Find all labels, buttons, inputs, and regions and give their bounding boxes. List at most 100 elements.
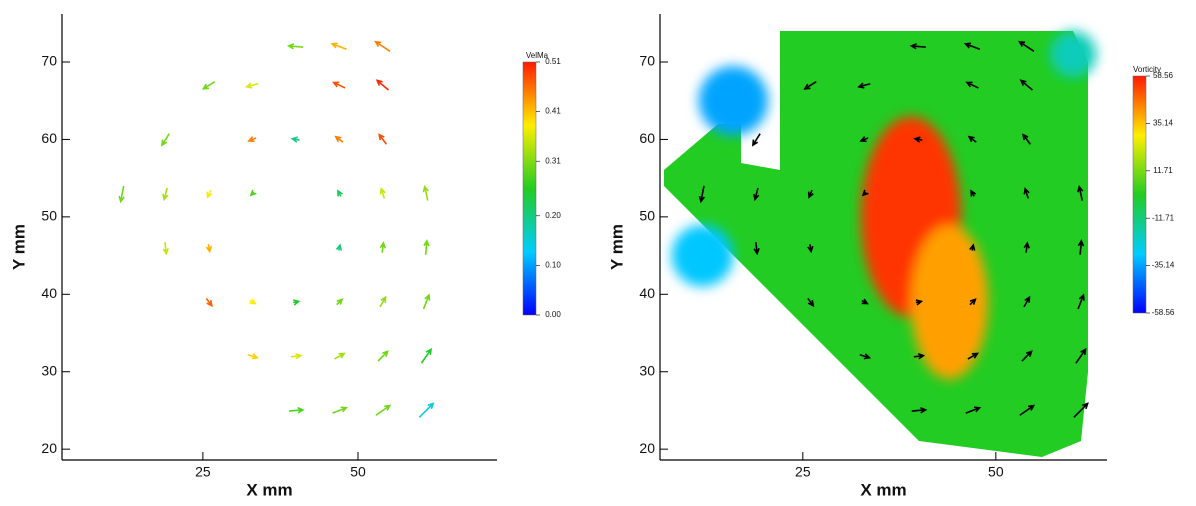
vector-arrow (423, 239, 430, 255)
vector-arrow (334, 352, 346, 360)
y-tick-label: 40 (41, 285, 57, 301)
vector-arrow (288, 407, 305, 414)
y-tick-label: 60 (639, 130, 655, 146)
vector-arrow (379, 187, 386, 199)
vector-arrow (336, 298, 344, 306)
vector-arrow (859, 136, 869, 143)
vector-arrow (375, 79, 390, 91)
vector-arrow (1023, 295, 1031, 308)
vector-arrow (913, 136, 923, 143)
vector-arrow (698, 185, 705, 204)
vector-arrow (249, 298, 257, 305)
vector-arrow (290, 136, 300, 143)
colorbar-tick-label: 0.20 (545, 211, 561, 220)
vector-arrow (913, 353, 926, 360)
vector-arrow (420, 347, 433, 364)
colorbar-tick-label: 35.14 (1153, 119, 1174, 128)
colorbar-tick-label: 0.31 (545, 156, 561, 165)
x-tick-label: 25 (195, 464, 211, 480)
vector-arrow (377, 350, 389, 362)
vector-arrow (379, 295, 387, 308)
colorbar-tick-label: 11.71 (1153, 166, 1173, 175)
vector-arrow (1023, 187, 1030, 199)
colorbar-tick-label: -58.56 (1152, 308, 1175, 317)
vector-arrow (330, 42, 347, 50)
vector-arrow (293, 299, 301, 306)
vector-arrow (911, 407, 928, 414)
vector-arrow (967, 135, 977, 143)
field (671, 31, 1097, 380)
vector-arrow (1023, 241, 1030, 253)
vector-arrow (249, 189, 257, 197)
vector-arrow (332, 81, 346, 89)
vector-arrow (751, 133, 761, 147)
y-tick-label: 20 (41, 440, 57, 456)
vector-arrow (332, 406, 348, 414)
vector-arrow (1021, 350, 1033, 362)
vector-arrow (247, 136, 257, 143)
vector-arrow (803, 80, 817, 90)
vector-arrow (807, 189, 814, 199)
vector-arrow (162, 187, 169, 202)
vector-arrow (1019, 79, 1033, 91)
colorbar (1132, 75, 1147, 314)
y-tick-label: 30 (41, 362, 57, 378)
vector-arrow (1077, 239, 1085, 255)
colorbar-tick-label: -35.14 (1152, 261, 1175, 270)
vector-arrow (205, 244, 213, 254)
vector-arrow (422, 184, 429, 201)
vector-arrow (807, 244, 814, 254)
vector-arrow (291, 353, 303, 360)
y-tick-label: 60 (41, 130, 57, 146)
x-axis-label: X mm (860, 480, 906, 499)
y-axis-label: Y mm (607, 224, 626, 270)
vector-arrow (963, 42, 981, 50)
vector-arrow (245, 82, 259, 89)
y-tick-label: 50 (639, 208, 655, 224)
y-tick-label: 20 (639, 440, 655, 456)
vector-arrow (375, 404, 392, 416)
vector-arrow (374, 40, 391, 52)
vector-arrow (201, 80, 216, 90)
x-tick-label: 25 (795, 464, 811, 480)
vector-arrow (965, 406, 982, 414)
vector-arrow (1077, 293, 1085, 310)
colorbar (522, 61, 537, 316)
colorbar-title: VelMa (526, 51, 549, 60)
vector-arrow (1075, 347, 1087, 364)
vector-arrow (422, 293, 431, 310)
field-patch (671, 224, 734, 287)
y-tick-label: 70 (41, 53, 57, 69)
vector-arrow (161, 133, 170, 147)
vector-arrow (162, 242, 169, 256)
vector-arrow (1077, 184, 1084, 201)
vector-arrow (915, 299, 924, 306)
vector-arrow (379, 241, 387, 253)
vector-arrow (753, 187, 760, 202)
colorbar-title: Vorticity (1133, 65, 1161, 74)
vector-arrow (970, 189, 977, 197)
colorbar-tick-label: 0.00 (545, 310, 561, 319)
vector-arrow (378, 133, 388, 145)
vector-arrow (337, 189, 343, 197)
vector-arrow (969, 298, 977, 306)
vector-arrow (1022, 133, 1031, 145)
vector-arrow (1018, 40, 1035, 52)
vector-arrow (807, 297, 815, 308)
vector-arrow (909, 43, 926, 50)
x-tick-label: 50 (988, 464, 1004, 480)
field-patch (1049, 31, 1097, 78)
vector-arrow (965, 81, 979, 89)
vector-arrow (286, 43, 304, 50)
y-tick-label: 30 (639, 362, 655, 378)
vector-arrow (969, 243, 976, 251)
y-tick-label: 40 (639, 285, 655, 301)
vector-arrow (206, 189, 213, 199)
vector-arrow (857, 82, 871, 89)
colorbar-tick-label: -11.71 (1152, 213, 1175, 222)
field-patch (910, 224, 989, 380)
vector-arrow (334, 135, 344, 143)
x-tick-label: 50 (350, 464, 366, 480)
vector-arrow (753, 242, 760, 256)
